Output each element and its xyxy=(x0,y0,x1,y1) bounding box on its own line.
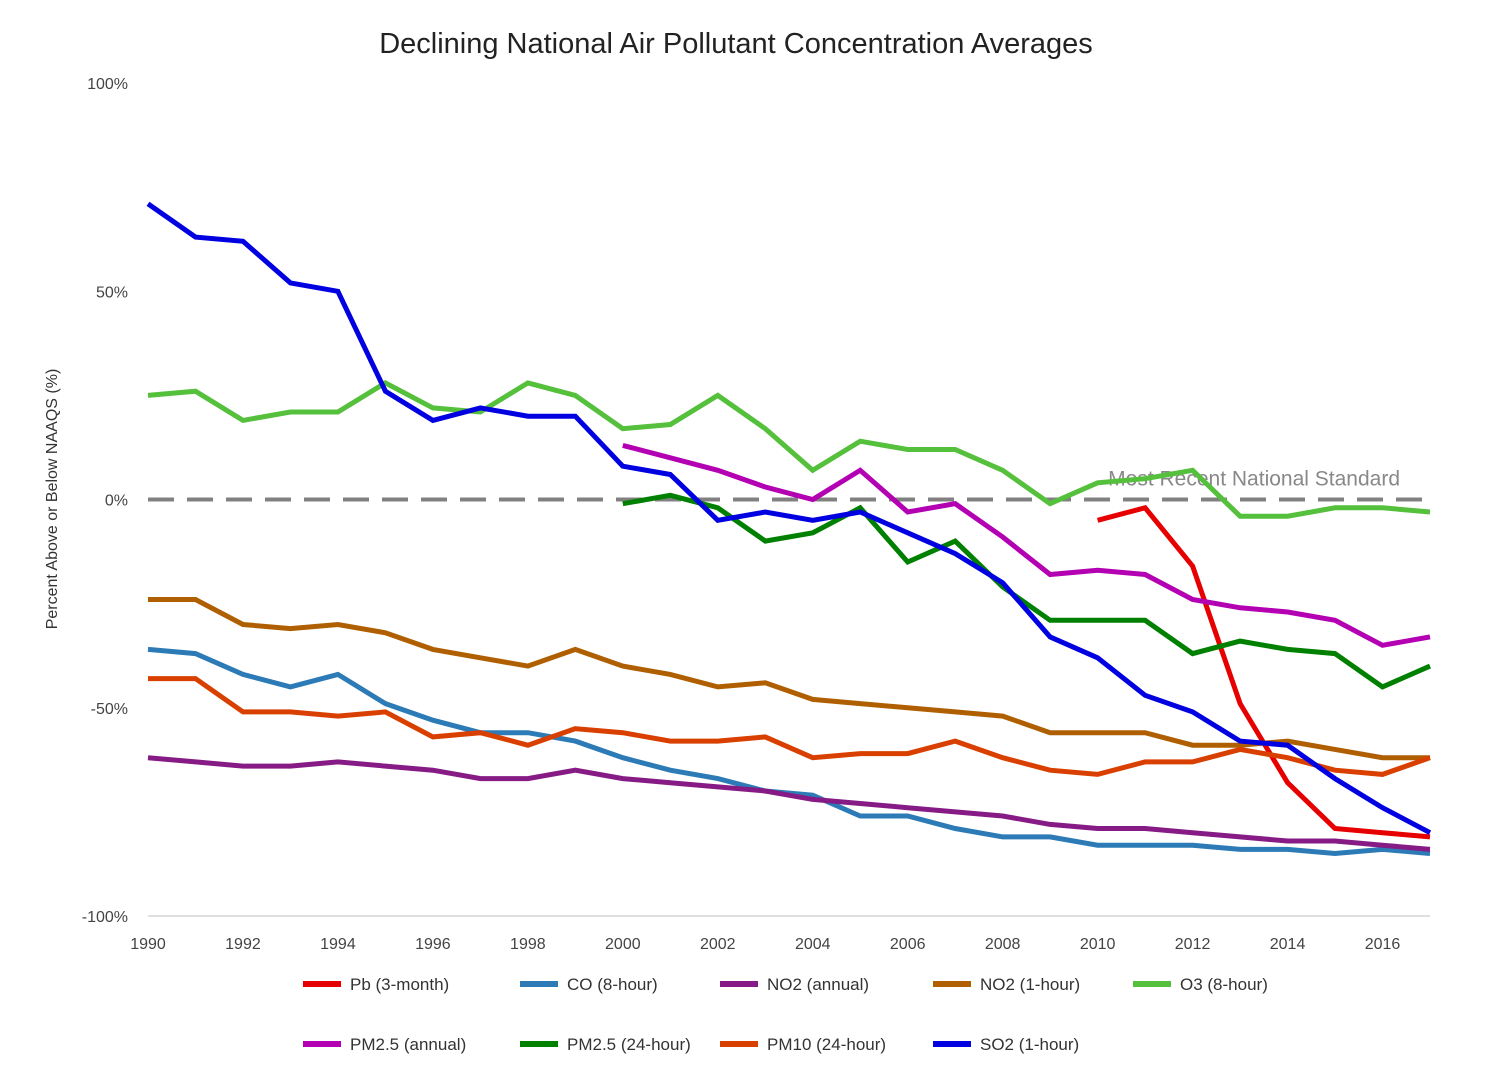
x-axis-ticks: 1990 1992 1994 1996 1998 2000 2002 2004 2006 2008… xyxy=(130,936,1400,953)
series-line-pm10-24-hour xyxy=(148,676,1431,777)
legend-label: NO2 (annual) xyxy=(767,975,869,994)
legend-swatch xyxy=(520,1041,558,1047)
y-axis-label: Percent Above or Below NAAQS (%) xyxy=(44,369,61,630)
x-tick-label: 2000 xyxy=(605,936,641,953)
x-tick-label: 2014 xyxy=(1270,936,1306,953)
x-tick-label: 2002 xyxy=(700,936,736,953)
x-tick-label: 1992 xyxy=(225,936,261,953)
x-tick-label: 2006 xyxy=(890,936,926,953)
legend-item-pb-3-month[interactable]: Pb (3-month) xyxy=(303,975,449,994)
legend-item-pm2-5-annual[interactable]: PM2.5 (annual) xyxy=(303,1035,466,1054)
x-tick-label: 2004 xyxy=(795,936,831,953)
legend: Pb (3-month) CO (8-hour) NO2 (annual) NO2 (… xyxy=(303,975,1268,1054)
legend-label: PM2.5 (24-hour) xyxy=(567,1035,691,1054)
y-tick-label: -50% xyxy=(91,701,128,718)
series-line-o3-8-hour xyxy=(147,380,1431,519)
series-line-pb-3-month xyxy=(1096,504,1431,840)
legend-item-pm10-24-hour[interactable]: PM10 (24-hour) xyxy=(720,1035,886,1054)
legend-item-no2-1-hour[interactable]: NO2 (1-hour) xyxy=(933,975,1080,994)
y-tick-label: 0% xyxy=(105,493,128,510)
series-line-no2-1-hour xyxy=(148,597,1430,761)
legend-label: Pb (3-month) xyxy=(350,975,449,994)
legend-label: NO2 (1-hour) xyxy=(980,975,1080,994)
series-lines xyxy=(146,201,1432,857)
series-line-pm2-5-annual xyxy=(622,442,1431,648)
legend-item-no2-annual[interactable]: NO2 (annual) xyxy=(720,975,869,994)
series-line-so2-1-hour xyxy=(146,201,1432,835)
x-tick-label: 2008 xyxy=(985,936,1021,953)
y-tick-label: 50% xyxy=(96,284,128,301)
legend-item-so2-1-hour[interactable]: SO2 (1-hour) xyxy=(933,1035,1079,1054)
x-tick-label: 2010 xyxy=(1080,936,1116,953)
legend-swatch xyxy=(933,1041,971,1047)
legend-swatch xyxy=(933,981,971,987)
legend-swatch xyxy=(303,981,341,987)
x-tick-label: 1996 xyxy=(415,936,451,953)
x-tick-label: 1994 xyxy=(320,936,356,953)
legend-item-co-8-hour[interactable]: CO (8-hour) xyxy=(520,975,658,994)
x-tick-label: 1998 xyxy=(510,936,546,953)
legend-label: PM10 (24-hour) xyxy=(767,1035,886,1054)
y-axis-ticks: 100% 50% 0% -50% -100% xyxy=(82,76,128,926)
x-tick-label: 2016 xyxy=(1365,936,1401,953)
x-tick-label: 2012 xyxy=(1175,936,1211,953)
y-tick-label: -100% xyxy=(82,909,128,926)
y-tick-label: 100% xyxy=(87,76,128,93)
legend-swatch xyxy=(720,1041,758,1047)
legend-label: PM2.5 (annual) xyxy=(350,1035,466,1054)
legend-item-pm2-5-24-hour[interactable]: PM2.5 (24-hour) xyxy=(520,1035,691,1054)
series-line-no2-annual xyxy=(147,755,1431,852)
legend-swatch xyxy=(303,1041,341,1047)
legend-swatch xyxy=(1133,981,1171,987)
legend-item-o3-8-hour[interactable]: O3 (8-hour) xyxy=(1133,975,1268,994)
series-line-pm2-5-24-hour xyxy=(622,492,1432,690)
legend-swatch xyxy=(720,981,758,987)
legend-label: SO2 (1-hour) xyxy=(980,1035,1079,1054)
legend-swatch xyxy=(520,981,558,987)
x-tick-label: 1990 xyxy=(130,936,166,953)
legend-label: O3 (8-hour) xyxy=(1180,975,1268,994)
legend-label: CO (8-hour) xyxy=(567,975,658,994)
chart-title: Declining National Air Pollutant Concent… xyxy=(379,28,1093,60)
